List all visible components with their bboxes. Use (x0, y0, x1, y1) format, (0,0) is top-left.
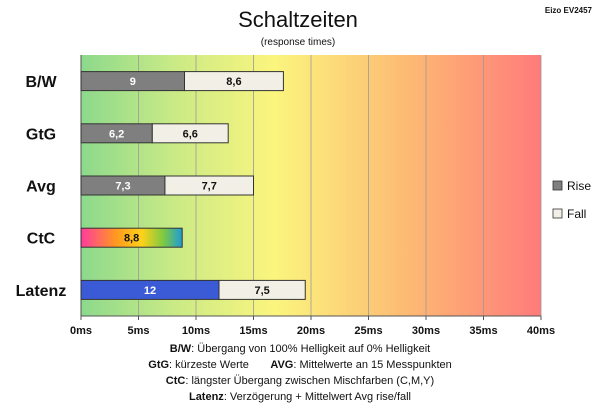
rise-value-label: 6,2 (109, 128, 124, 140)
footnote-avg-text: : Mittelwerte an 15 Messpunkten (293, 359, 452, 371)
footnote-avg-key: AVG (270, 359, 294, 371)
footnote-bw: B/W: Übergang von 100% Helligkeit auf 0%… (0, 343, 600, 355)
footnote-latenz-text: : Verzögerung + Mittelwert Avg rise/fall (223, 391, 412, 403)
category-label: B/W (25, 74, 57, 91)
x-tick-label: 0ms (70, 325, 92, 337)
rise-value-label: 8,8 (124, 233, 139, 245)
x-tick-label: 25ms (354, 325, 382, 337)
fall-bar (151, 123, 229, 144)
rise-bar (80, 227, 183, 248)
footnote-gtg-key: GtG (148, 359, 170, 371)
x-tick-labels: 0ms 5ms 10ms 15ms 20ms 25ms 30ms 35ms 40ms (70, 325, 555, 337)
x-tick-label: 35ms (469, 325, 497, 337)
footnote-bw-key: B/W (169, 343, 192, 355)
category-label: Avg (26, 179, 56, 196)
corner-label: Eizo EV2457 (545, 6, 593, 15)
fall-bar (164, 175, 254, 196)
legend-fall-label: Fall (567, 207, 586, 221)
legend-rise-swatch (552, 180, 563, 191)
x-tick-label: 15ms (239, 325, 267, 337)
category-label: GtG (26, 126, 56, 143)
rise-value-label: 7,3 (115, 181, 130, 193)
legend: Rise Fall (552, 179, 591, 221)
fall-value-label: 7,7 (202, 181, 217, 193)
x-tick-label: 40ms (527, 325, 555, 337)
chart-subtitle: (response times) (261, 37, 335, 48)
x-tick-label: 30ms (412, 325, 440, 337)
category-label: CtC (27, 231, 56, 248)
footnote-ctc: CtC: längster Übergang zwischen Mischfar… (0, 375, 600, 387)
fall-bar (184, 71, 284, 92)
footnote-latenz: Latenz: Verzögerung + Mittelwert Avg ris… (0, 391, 600, 403)
footnote-gtg-avg: GtG: kürzeste Werte AVG: Mittelwerte an … (0, 359, 600, 371)
legend-fall-swatch (552, 208, 563, 219)
x-tick-label: 20ms (297, 325, 325, 337)
footnote-ctc-key: CtC (165, 375, 186, 387)
footnote-gtg-text: : kürzeste Werte (169, 359, 249, 371)
category-label: Latenz (16, 283, 67, 300)
x-tick-label: 10ms (182, 325, 210, 337)
fall-value-label: 6,6 (183, 128, 198, 140)
rise-value-label: 9 (130, 76, 136, 88)
footnote-latenz-key: Latenz (188, 391, 224, 403)
bars (80, 71, 306, 300)
fall-value-label: 7,5 (254, 285, 269, 297)
category-labels: B/W GtG Avg CtC Latenz (16, 74, 67, 300)
bar-value-labels: 9 8,6 6,2 6,6 7,3 7,7 8,8 12 7,5 (109, 76, 270, 297)
fall-bar (218, 279, 306, 300)
chart-title: Schaltzeiten (238, 7, 358, 32)
rise-value-label: 12 (144, 285, 156, 297)
footnote-bw-text: : Übergang von 100% Helligkeit auf 0% He… (191, 343, 431, 355)
footnote-ctc-text: : längster Übergang zwischen Mischfarben… (185, 375, 435, 387)
fall-value-label: 8,6 (226, 76, 241, 88)
legend-rise-label: Rise (567, 179, 591, 193)
x-tick-label: 5ms (127, 325, 149, 337)
